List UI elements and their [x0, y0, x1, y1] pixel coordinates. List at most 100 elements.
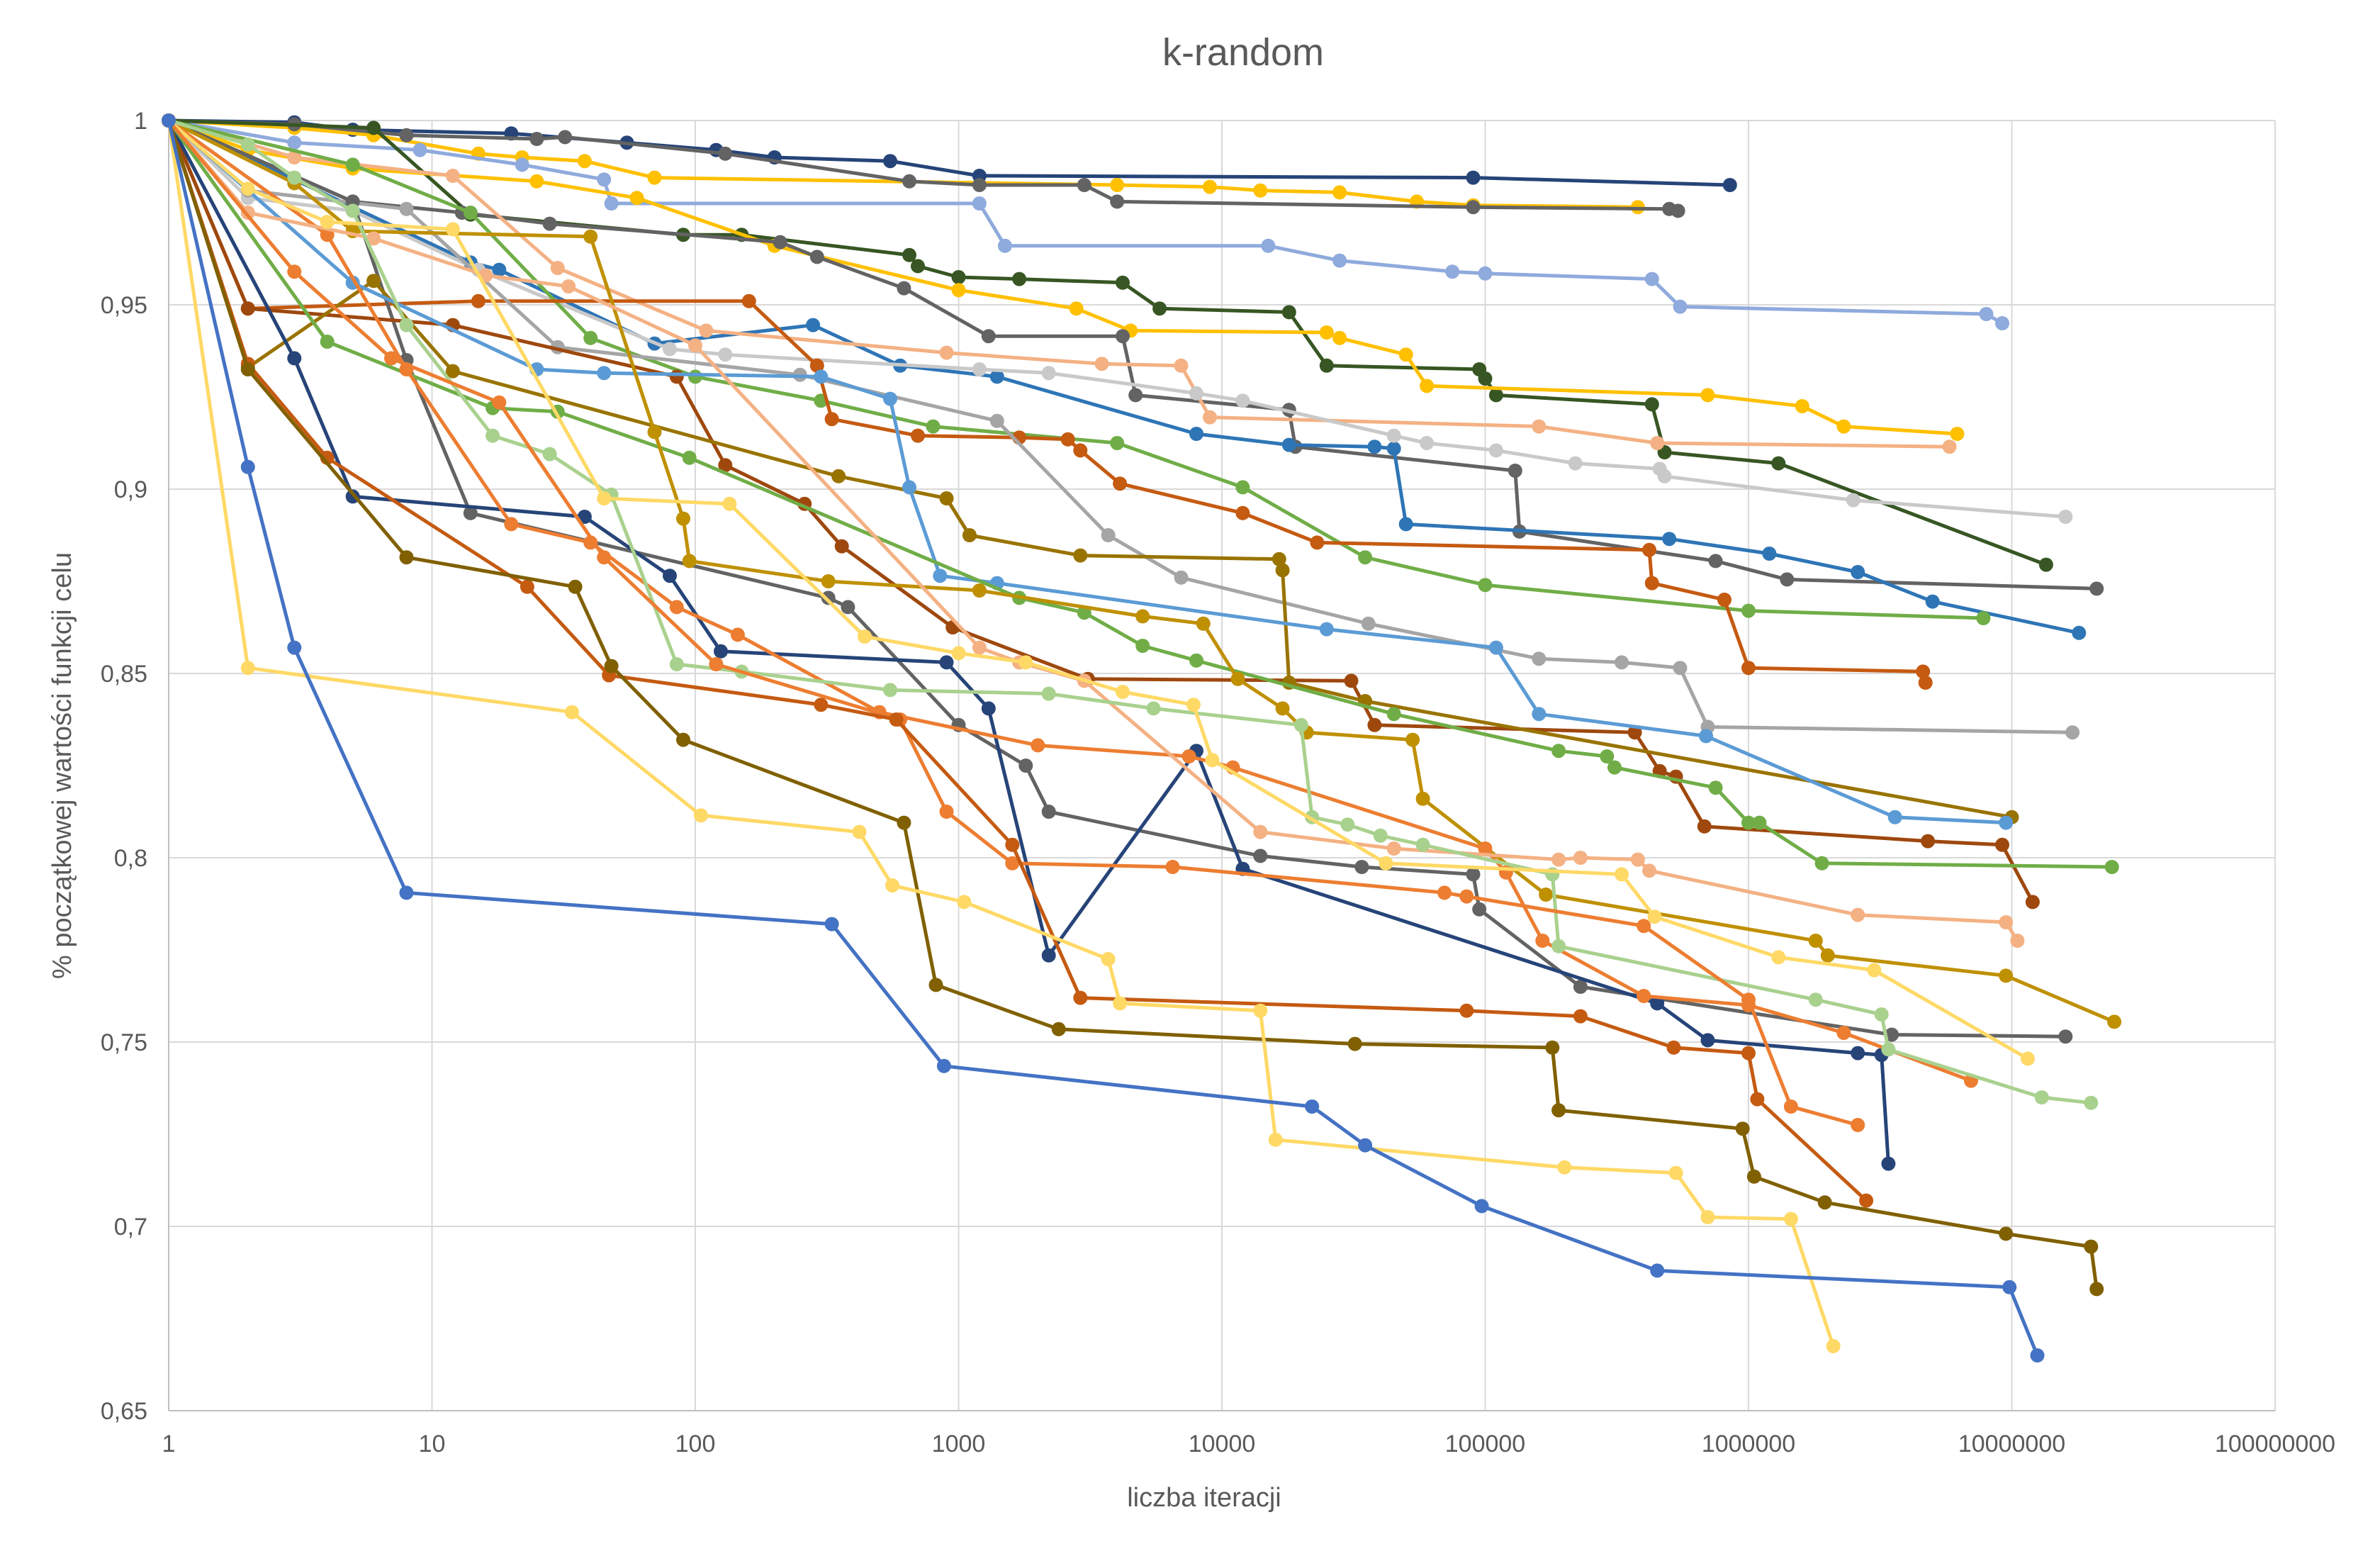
data-point	[926, 419, 941, 434]
y-tick-label: 1	[134, 108, 147, 135]
data-point	[1398, 517, 1413, 532]
series-28	[162, 113, 2045, 1362]
data-point	[1041, 948, 1056, 963]
data-point	[1073, 548, 1088, 563]
data-point	[1708, 554, 1723, 569]
series-10	[162, 113, 1991, 625]
data-point	[1568, 456, 1583, 471]
data-point	[1488, 443, 1503, 458]
data-point	[897, 815, 911, 830]
data-point	[1573, 851, 1588, 865]
data-point	[1741, 603, 1756, 618]
data-point	[471, 293, 485, 308]
data-point	[597, 172, 612, 187]
data-point	[1012, 272, 1027, 286]
data-point	[240, 459, 255, 474]
data-point	[504, 517, 519, 532]
data-point	[1826, 1339, 1841, 1353]
data-point	[1437, 885, 1452, 900]
data-point	[604, 659, 619, 673]
data-point	[1851, 1046, 1865, 1060]
data-point	[1637, 989, 1651, 1003]
data-point	[809, 358, 824, 373]
data-point	[773, 235, 787, 250]
data-point	[883, 154, 897, 169]
data-point	[1717, 593, 1731, 607]
data-point	[1203, 179, 1217, 194]
series-line	[167, 118, 2099, 591]
data-point	[1551, 744, 1566, 759]
data-point	[730, 627, 745, 642]
data-point	[1386, 841, 1401, 856]
data-point	[1466, 867, 1481, 882]
data-point	[1253, 849, 1268, 863]
series-line	[167, 118, 2008, 825]
data-point	[1673, 299, 1688, 314]
data-point	[604, 196, 619, 211]
data-point	[1073, 990, 1088, 1005]
x-axis-title: liczba iteracji	[1127, 1483, 1281, 1513]
data-point	[287, 150, 302, 164]
data-point	[2058, 1029, 2073, 1044]
y-tick-label: 0,9	[114, 476, 147, 503]
data-point	[1741, 815, 1756, 830]
series-line	[167, 118, 1860, 1127]
data-point	[1650, 1263, 1665, 1278]
data-point	[564, 705, 579, 720]
y-tick-label: 0,85	[101, 661, 147, 688]
data-point	[688, 369, 702, 384]
data-point	[1415, 791, 1430, 806]
data-point	[2065, 725, 2080, 740]
data-point	[981, 329, 996, 344]
data-point	[445, 169, 460, 183]
data-point	[445, 222, 460, 237]
series-layer	[162, 113, 2122, 1362]
data-point	[1508, 464, 1522, 478]
data-point	[1976, 611, 1991, 625]
data-point	[1752, 815, 1767, 830]
data-point	[366, 121, 381, 135]
data-point	[1379, 856, 1393, 871]
data-point	[1708, 780, 1723, 795]
data-point	[1808, 934, 1823, 948]
series-23	[162, 113, 2035, 1066]
data-point	[1746, 1169, 1761, 1184]
data-point	[1820, 948, 1835, 963]
data-point	[1741, 661, 1756, 676]
data-point	[2034, 1090, 2049, 1104]
data-point	[1152, 301, 1167, 316]
data-point	[2107, 1014, 2122, 1029]
data-point	[669, 657, 684, 671]
series-0	[162, 113, 1737, 192]
data-point	[1885, 1027, 1899, 1042]
data-point	[1235, 480, 1250, 495]
data-point	[1642, 542, 1656, 557]
y-tick-label: 0,75	[101, 1029, 147, 1056]
data-point	[1110, 194, 1125, 209]
data-point	[1474, 1199, 1489, 1214]
data-point	[485, 428, 500, 443]
data-point	[885, 878, 899, 892]
data-point	[714, 644, 728, 659]
data-point	[682, 554, 697, 569]
data-point	[699, 323, 714, 338]
data-point	[2021, 1051, 2035, 1066]
data-point	[1836, 1026, 1851, 1040]
x-tick-label: 1000	[932, 1431, 986, 1457]
data-point	[1995, 837, 2009, 852]
data-point	[1386, 428, 1401, 443]
data-point	[1699, 729, 1714, 744]
data-point	[1041, 686, 1056, 701]
data-point	[1060, 432, 1075, 447]
data-point	[1275, 563, 1290, 578]
data-point	[718, 146, 733, 161]
data-point	[384, 351, 398, 366]
data-point	[2089, 1282, 2104, 1297]
data-point	[345, 157, 360, 172]
data-point	[1310, 535, 1325, 550]
data-point	[1851, 1118, 1865, 1132]
data-point	[1367, 440, 1382, 454]
x-tick-label: 1	[162, 1431, 176, 1457]
data-point	[911, 428, 925, 443]
data-point	[1762, 547, 1777, 561]
